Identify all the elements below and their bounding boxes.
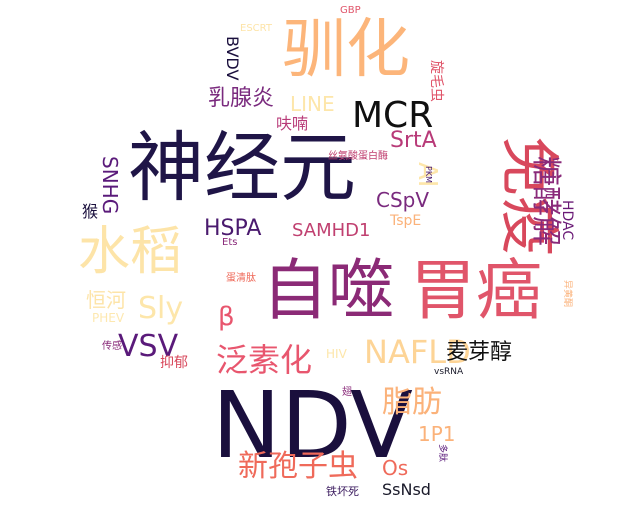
word: 多肽 (437, 444, 447, 463)
word: vsRNA (434, 367, 464, 377)
word: 脂肪 (382, 385, 442, 420)
word: 异黄酮 (562, 280, 572, 308)
word: PHEV (92, 311, 125, 325)
word: 呋喃 (276, 114, 309, 133)
word: SAMHD1 (292, 220, 371, 241)
word: SNHG (98, 156, 122, 215)
word: BVDV (223, 36, 242, 81)
word: HSPA (204, 216, 262, 241)
word: CSpV (376, 188, 430, 212)
word: 恒河 (86, 288, 126, 312)
word: 旋毛虫 (428, 60, 444, 102)
word: 铁坏死 (326, 485, 359, 498)
word: 胃癌 (410, 252, 542, 329)
word: 神经元 (128, 123, 356, 212)
word: Sly (138, 291, 184, 326)
word: β (218, 302, 235, 332)
word: 丝氨酸蛋白酶 (328, 151, 388, 162)
word: 驯化 (282, 13, 410, 87)
word: SrtA (390, 128, 437, 153)
word: 麦芽醇 (446, 340, 513, 365)
word: 糖酵解 (528, 156, 563, 246)
word: PKM (424, 166, 433, 183)
word: GBP (340, 5, 361, 16)
word: VSV (118, 329, 179, 364)
word: 猴 (82, 202, 99, 221)
word: HDAC (559, 200, 575, 241)
word: 翅 (342, 387, 352, 398)
word: 1P1 (418, 422, 456, 446)
word: Ets (222, 237, 238, 248)
word: 新孢子虫 (238, 449, 358, 484)
word: ESCRT (240, 23, 272, 34)
word: SsNsd (382, 480, 431, 499)
word: MCR (352, 95, 434, 136)
word: TspE (390, 213, 422, 229)
word: 自噬 (262, 252, 394, 329)
word: NDV (212, 372, 413, 479)
word: 抑郁 (160, 355, 188, 371)
word: 蛋清肽 (226, 273, 256, 284)
word: 乳腺炎 (208, 86, 275, 111)
word: NAFLD (364, 333, 471, 371)
word: LINE (290, 92, 335, 116)
word: 传感 (102, 341, 122, 352)
word: Os (382, 456, 409, 480)
word: 泛素化 (216, 341, 313, 379)
word: 水稻 (78, 222, 183, 282)
word: HIV (326, 347, 347, 361)
